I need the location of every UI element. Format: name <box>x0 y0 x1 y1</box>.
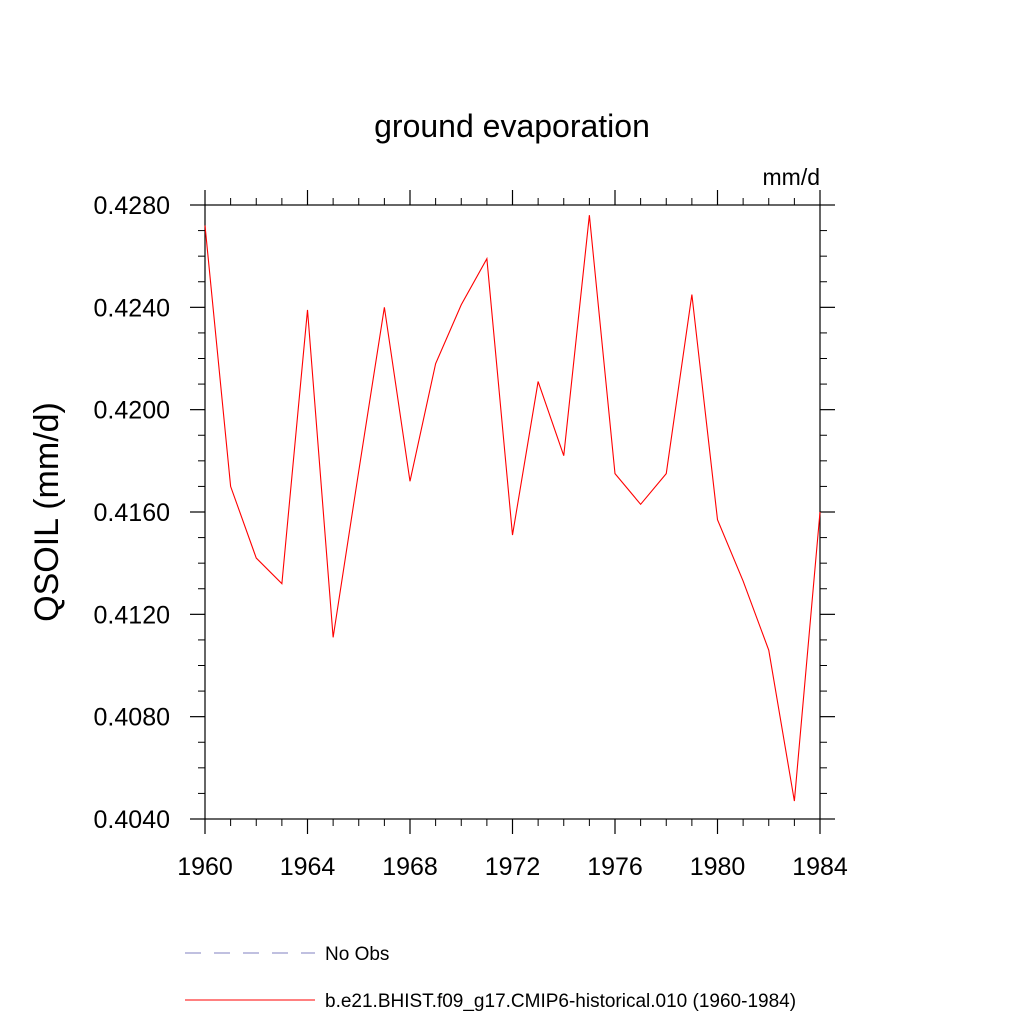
legend-label-0: No Obs <box>325 944 389 965</box>
tick-labels: 1960 1964 1968 1972 1976 1980 1984 0.4040 0.4080… <box>94 192 848 881</box>
y-tick-label: 0.4240 <box>94 294 170 322</box>
units-label: mm/d <box>763 164 821 190</box>
axis-ticks <box>190 190 835 834</box>
y-tick-label: 0.4040 <box>94 806 170 834</box>
x-tick-label: 1968 <box>382 853 438 881</box>
x-tick-label: 1972 <box>485 853 541 881</box>
y-tick-label: 0.4200 <box>94 397 170 425</box>
y-axis-label: QSOIL (mm/d) <box>28 402 66 622</box>
x-tick-label: 1984 <box>792 853 848 881</box>
y-tick-label: 0.4280 <box>94 192 170 220</box>
chart-title: ground evaporation <box>374 108 650 144</box>
y-tick-label: 0.4080 <box>94 704 170 732</box>
plot-frame <box>204 204 821 820</box>
x-tick-label: 1980 <box>690 853 746 881</box>
x-tick-label: 1960 <box>177 853 233 881</box>
legend-label-1: b.e21.BHIST.f09_g17.CMIP6-historical.010… <box>325 991 796 1012</box>
series-layer <box>204 215 821 802</box>
y-tick-label: 0.4160 <box>94 499 170 527</box>
legend: No Obs b.e21.BHIST.f09_g17.CMIP6-historic… <box>185 944 796 1012</box>
y-tick-label: 0.4120 <box>94 601 170 629</box>
x-tick-label: 1964 <box>280 853 336 881</box>
x-tick-label: 1976 <box>587 853 643 881</box>
series-line-1 <box>204 215 821 802</box>
